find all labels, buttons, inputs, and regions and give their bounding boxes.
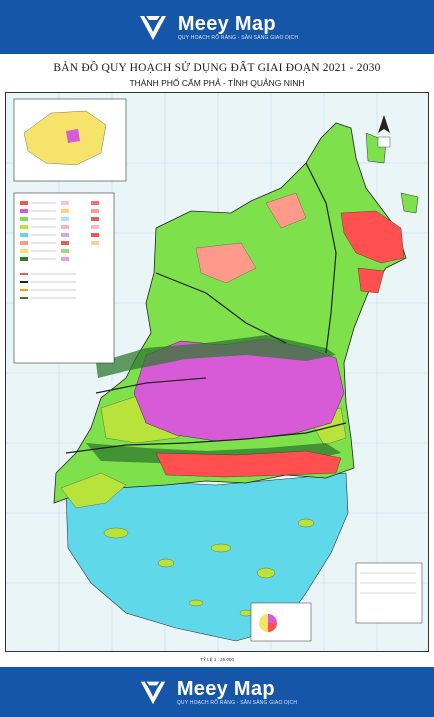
brand-header: Meey Map QUY HOẠCH RÕ RÀNG - SẴN SÀNG GI… — [0, 0, 434, 54]
brand-tagline: QUY HOẠCH RÕ RÀNG - SẴN SÀNG GIAO DỊCH — [177, 34, 299, 41]
map-title: BẢN ĐỒ QUY HOẠCH SỬ DỤNG ĐẤT GIAI ĐOẠN 2… — [53, 62, 381, 74]
notes-box — [355, 562, 423, 624]
brand-text: Meey Map QUY HOẠCH RÕ RÀNG - SẴN SÀNG GI… — [177, 678, 297, 707]
road-network — [65, 162, 347, 454]
brand-tagline: QUY HOẠCH RÕ RÀNG - SẴN SÀNG GIAO DỊCH — [176, 699, 298, 706]
map-scale: TỶ LỆ 1 : 25.000 — [200, 657, 234, 662]
legend-swatches — [20, 201, 99, 299]
islands — [103, 518, 315, 617]
meey-logo-icon — [137, 676, 169, 708]
residential-zone — [340, 210, 405, 264]
residential-zone — [155, 450, 342, 478]
mining-zone — [195, 242, 257, 284]
planning-map-graphic — [6, 93, 428, 651]
brand-name: Meey Map — [176, 677, 275, 700]
production-forest — [60, 472, 127, 509]
brand-footer: Meey Map QUY HOẠCH RÕ RÀNG - SẴN SÀNG GI… — [0, 667, 434, 717]
pie-summary — [250, 602, 312, 642]
legend-text-lines — [31, 202, 76, 299]
brand-text: Meey Map QUY HOẠCH RÕ RÀNG - SẴN SÀNG GI… — [178, 13, 298, 42]
mining-zone — [265, 192, 307, 229]
dense-forest — [96, 335, 336, 378]
brand-name: Meey Map — [177, 12, 276, 35]
residential-zone — [357, 267, 385, 294]
map-sheet: BẢN ĐỒ QUY HOẠCH SỬ DỤNG ĐẤT GIAI ĐOẠN 2… — [0, 54, 434, 667]
north-arrow-icon — [377, 115, 391, 148]
brand-lockup[interactable]: Meey Map QUY HOẠCH RÕ RÀNG - SẴN SÀNG GI… — [136, 10, 298, 44]
map-legend — [13, 192, 115, 364]
meey-logo-icon — [136, 10, 170, 44]
map-subtitle: THÀNH PHỐ CẨM PHẢ - TỈNH QUẢNG NINH — [129, 78, 305, 88]
planning-map[interactable] — [5, 92, 429, 652]
brand-lockup-footer[interactable]: Meey Map QUY HOẠCH RÕ RÀNG - SẴN SÀNG GI… — [137, 676, 297, 708]
locator-inset — [13, 98, 127, 182]
